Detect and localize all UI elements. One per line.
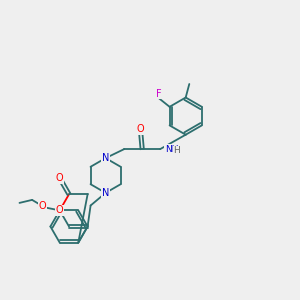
Text: O: O [38,201,46,211]
Text: O: O [56,206,64,215]
Text: O: O [56,173,64,183]
Text: O: O [137,124,145,134]
Text: F: F [156,88,161,99]
Text: H: H [173,146,180,155]
Text: N: N [102,153,109,163]
Text: N: N [102,188,109,198]
Text: NH: NH [165,145,178,154]
